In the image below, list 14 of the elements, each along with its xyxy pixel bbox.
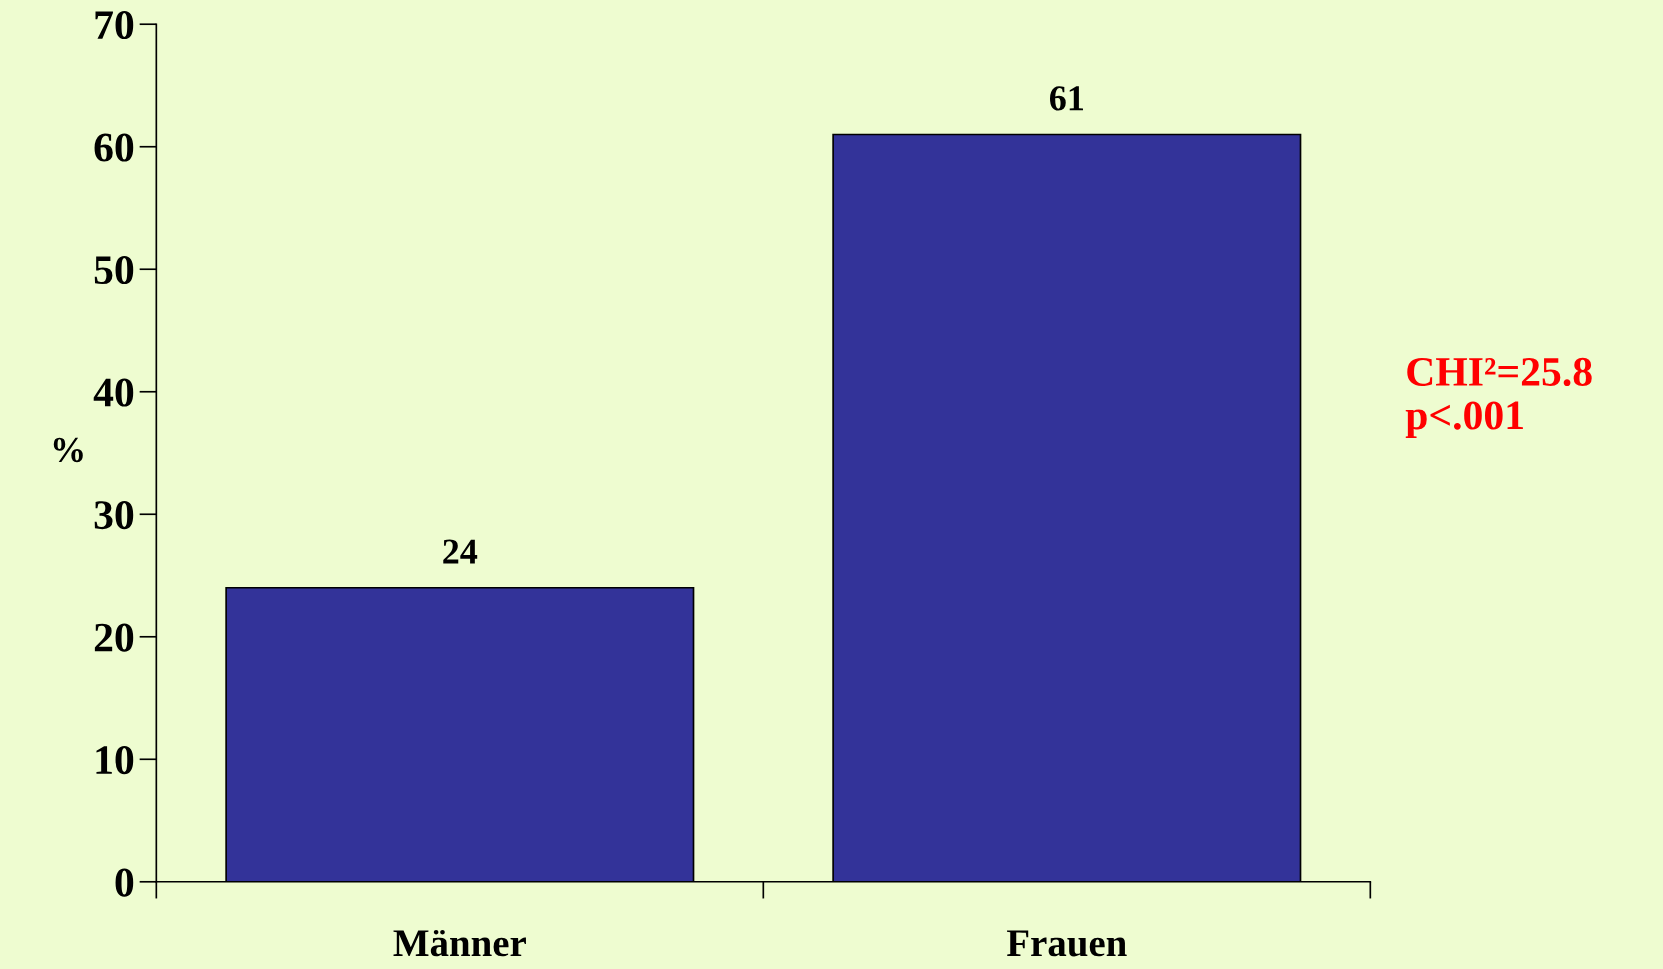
y-tick-label: 10	[96, 746, 134, 775]
y-tick-label: 70	[95, 10, 134, 40]
y-tick-label: 40	[93, 378, 134, 407]
y-tick-label: 60	[94, 133, 134, 162]
data-label: 61	[1049, 86, 1083, 111]
y-tick-label: 20	[94, 623, 134, 652]
y-axis-title: %	[53, 437, 83, 463]
x-tick-label: Frauen	[1006, 930, 1127, 957]
x-tick-label: Männer	[393, 929, 526, 957]
y-tick-label: 30	[94, 501, 134, 530]
y-tick-label: 50	[94, 255, 134, 285]
text: CHI²=25.8 p<.001	[1405, 357, 1592, 438]
data-label: 24	[443, 539, 478, 564]
y-tick-label: 0	[115, 868, 134, 897]
